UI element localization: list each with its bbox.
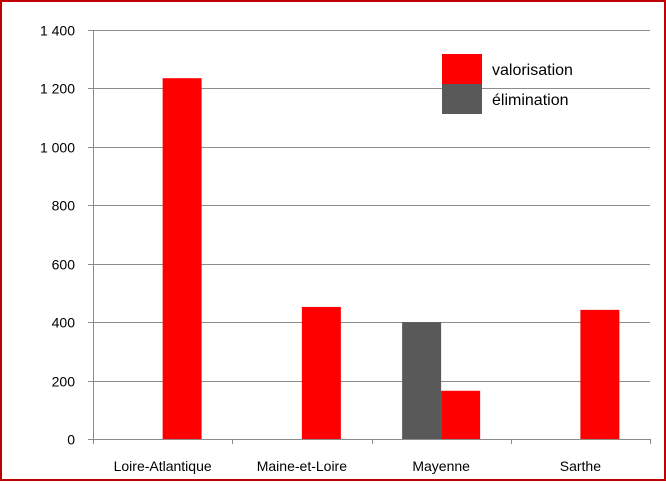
- bar-valorisation-Loire-Atlantique: [162, 78, 202, 439]
- legend-swatch: [442, 54, 482, 84]
- y-tick-label: 200: [52, 374, 76, 390]
- bar-élimination-Mayenne: [402, 322, 442, 439]
- legend-label: valorisation: [492, 62, 573, 79]
- legend: valorisation élimination: [442, 54, 573, 114]
- x-tick-label: Maine-et-Loire: [257, 458, 347, 474]
- x-tick-labels: Loire-Atlantique Maine-et-Loire Mayenne Sar…: [114, 458, 602, 474]
- bar-valorisation-Maine-et-Loire: [301, 306, 341, 439]
- y-tick-labels: 0 200 400 600 800 1 000 1 200 1 400: [40, 23, 75, 448]
- y-tick-label: 400: [52, 315, 76, 331]
- y-tick-label: 0: [67, 432, 75, 448]
- x-tick-label: Loire-Atlantique: [114, 458, 212, 474]
- bar-valorisation-Mayenne: [441, 390, 481, 439]
- bar-valorisation-Sarthe: [580, 309, 620, 439]
- y-tick-label: 1 000: [40, 140, 75, 156]
- x-axis: [93, 30, 651, 444]
- legend-swatch: [442, 84, 482, 114]
- bar-chart: 0 200 400 600 800 1 000 1 200 1 400 Loire-Atlan…: [40, 23, 651, 474]
- x-tick-label: Mayenne: [412, 458, 470, 474]
- x-tick-label: Sarthe: [560, 458, 601, 474]
- y-tick-label: 600: [52, 257, 76, 273]
- y-tick-label: 1 200: [40, 81, 75, 97]
- y-tick-label: 800: [52, 198, 76, 214]
- bars: [162, 78, 620, 439]
- y-tick-label: 1 400: [40, 23, 75, 39]
- legend-label: élimination: [492, 92, 568, 109]
